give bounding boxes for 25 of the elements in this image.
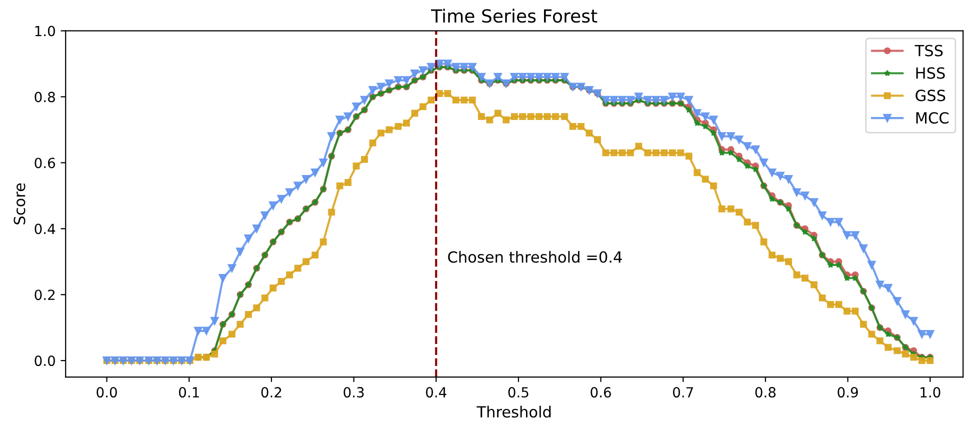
y-tick-label: 1.0 xyxy=(35,26,55,36)
y-tick-label: 0.6 xyxy=(34,158,56,168)
y-tick-label: 0.8 xyxy=(34,92,55,102)
x-tick-label: 1.0 xyxy=(920,387,940,398)
x-tick-label: 0.7 xyxy=(673,387,693,398)
x-tick-label: 0.1 xyxy=(178,387,199,398)
x-tick-label: 0.4 xyxy=(426,387,446,398)
x-tick-label: 0.2 xyxy=(261,387,282,398)
x-axis-title: Threshold xyxy=(476,406,551,418)
y-tick-label: 0.2 xyxy=(34,290,55,300)
y-tick-label: 0.4 xyxy=(34,224,56,234)
x-tick-label: 0.8 xyxy=(755,387,776,398)
legend-label: HSS xyxy=(916,67,945,79)
y-tick-label: 0.0 xyxy=(34,356,55,366)
annotation: Chosen threshold =0.4 xyxy=(448,250,622,263)
legend-label: MCC xyxy=(916,112,948,124)
legend-label: GSS xyxy=(916,90,946,102)
x-tick-label: 0.5 xyxy=(508,387,528,398)
x-tick-label: 0.3 xyxy=(344,387,364,398)
y-axis-title: Score xyxy=(14,183,26,224)
x-tick-label: 0.6 xyxy=(590,387,611,398)
legend-label: TSS xyxy=(914,44,943,56)
chart-title: Time Series Forest xyxy=(431,8,598,23)
x-tick-label: 0.0 xyxy=(96,387,117,398)
x-tick-label: 0.9 xyxy=(838,387,858,398)
